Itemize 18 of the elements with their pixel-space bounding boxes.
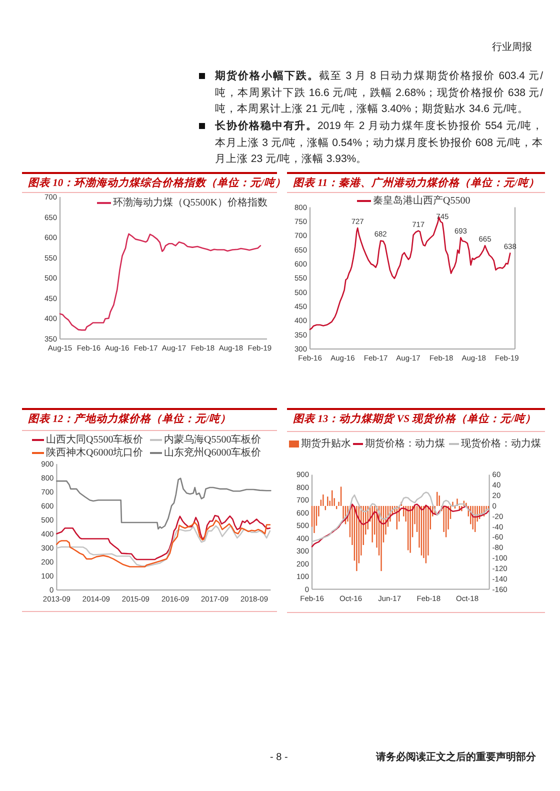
legend-label: 内蒙乌海Q5500车板价 (164, 434, 262, 446)
text: 请务必阅读正文之后的重要声明部分 (376, 752, 536, 764)
chart-title: 图表 10：环渤海动力煤综合价格指数（单位：元/吨） (28, 177, 286, 191)
chart-title: 图表 12：产地动力煤价格（单位：元/吨） (28, 413, 232, 427)
legend-label: 山西大同Q5500车板价 (46, 434, 144, 446)
legend-label: 秦皇岛港山西产Q5500 (373, 194, 470, 206)
legend-label: 山东兖州Q6000车板价 (164, 446, 262, 458)
legend-label: 陕西神木Q6000坑口价 (46, 446, 144, 458)
chart-title: 图表 13：动力煤期货 VS 现货价格（单位：元/吨） (293, 413, 536, 427)
legend-label: 期货升贴水 (301, 438, 351, 450)
text: 长协价格稳中有升。2019 年 2 月动力煤年度长协报价 554 元/吨，本月上涨 3 元/吨，涨幅 0.54%；动力煤月度长协报价 608 元/吨，本月上涨 23 元/吨，涨幅 3.93%。 (215, 119, 543, 167)
chart-title: 图表 11：秦港、广州港动力煤价格（单位：元/吨） (293, 177, 540, 191)
text: - 8 - (270, 752, 288, 764)
legend-label: 环渤海动力煤（Q5500K）价格指数 (113, 196, 268, 208)
text: 期货价格小幅下跌。截至 3 月 8 日动力煤期货价格报价 603.4 元/吨，本周累计下跌 16.6 元/吨，跌幅 2.68%；现货价格报价 638 元/吨，本周累计上涨 21 元/吨，涨幅 3.40%；期货贴水 34.6 元/吨。 (215, 69, 543, 117)
legend-label: 现货价格：动力煤 (461, 438, 541, 450)
legend-label: 期货价格：动力煤 (365, 438, 445, 450)
text: 行业周报 (492, 42, 532, 54)
